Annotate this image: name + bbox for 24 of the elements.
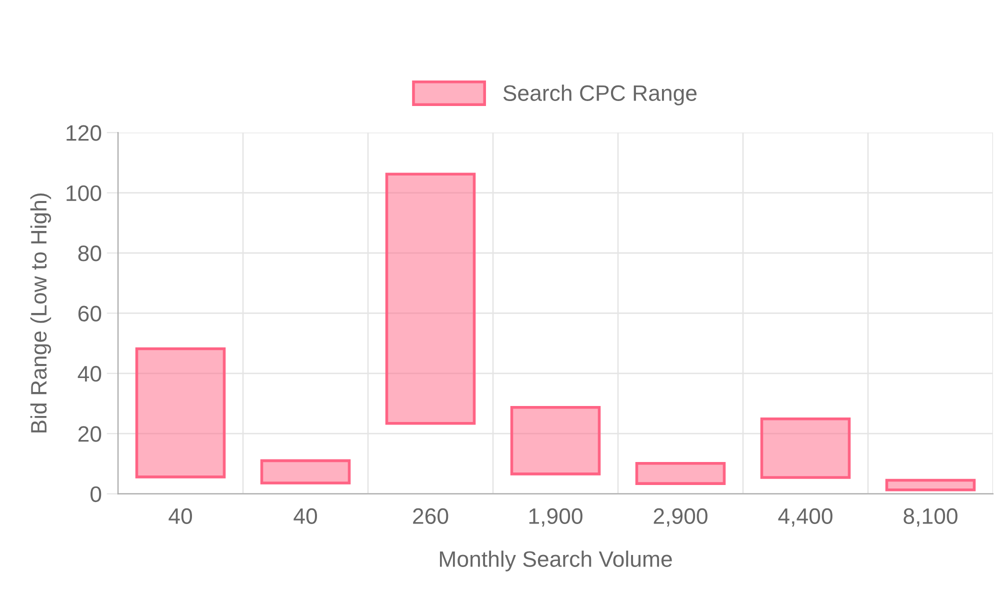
legend-label: Search CPC Range [503,84,697,106]
y-tick-label: 100 [66,185,102,202]
bar [510,406,601,476]
y-tick-label: 120 [66,125,102,141]
x-tick-label: 260 [413,508,448,524]
bar [135,347,226,478]
y-tick-label: 0 [90,486,102,502]
x-tick-label: 8,100 [904,508,958,527]
x-tick-label: 1,900 [529,508,582,527]
x-tick-label: 40 [168,508,192,524]
x-tick-label: 4,400 [778,508,832,527]
bar [635,462,726,485]
y-tick-label: 60 [78,306,102,322]
x-tick-label: 2,900 [654,508,708,527]
y-tick-label: 40 [78,366,102,382]
x-tick-label: 40 [294,508,317,524]
x-axis-title: Monthly Search Volume [440,550,672,572]
y-tick-label: 20 [78,426,102,442]
bar [260,459,351,484]
bar [385,172,476,425]
y-tick-label: 80 [78,246,102,262]
bar [760,417,851,479]
y-axis-title: Bid Range (Low to High) [30,194,52,432]
bar [885,478,976,492]
